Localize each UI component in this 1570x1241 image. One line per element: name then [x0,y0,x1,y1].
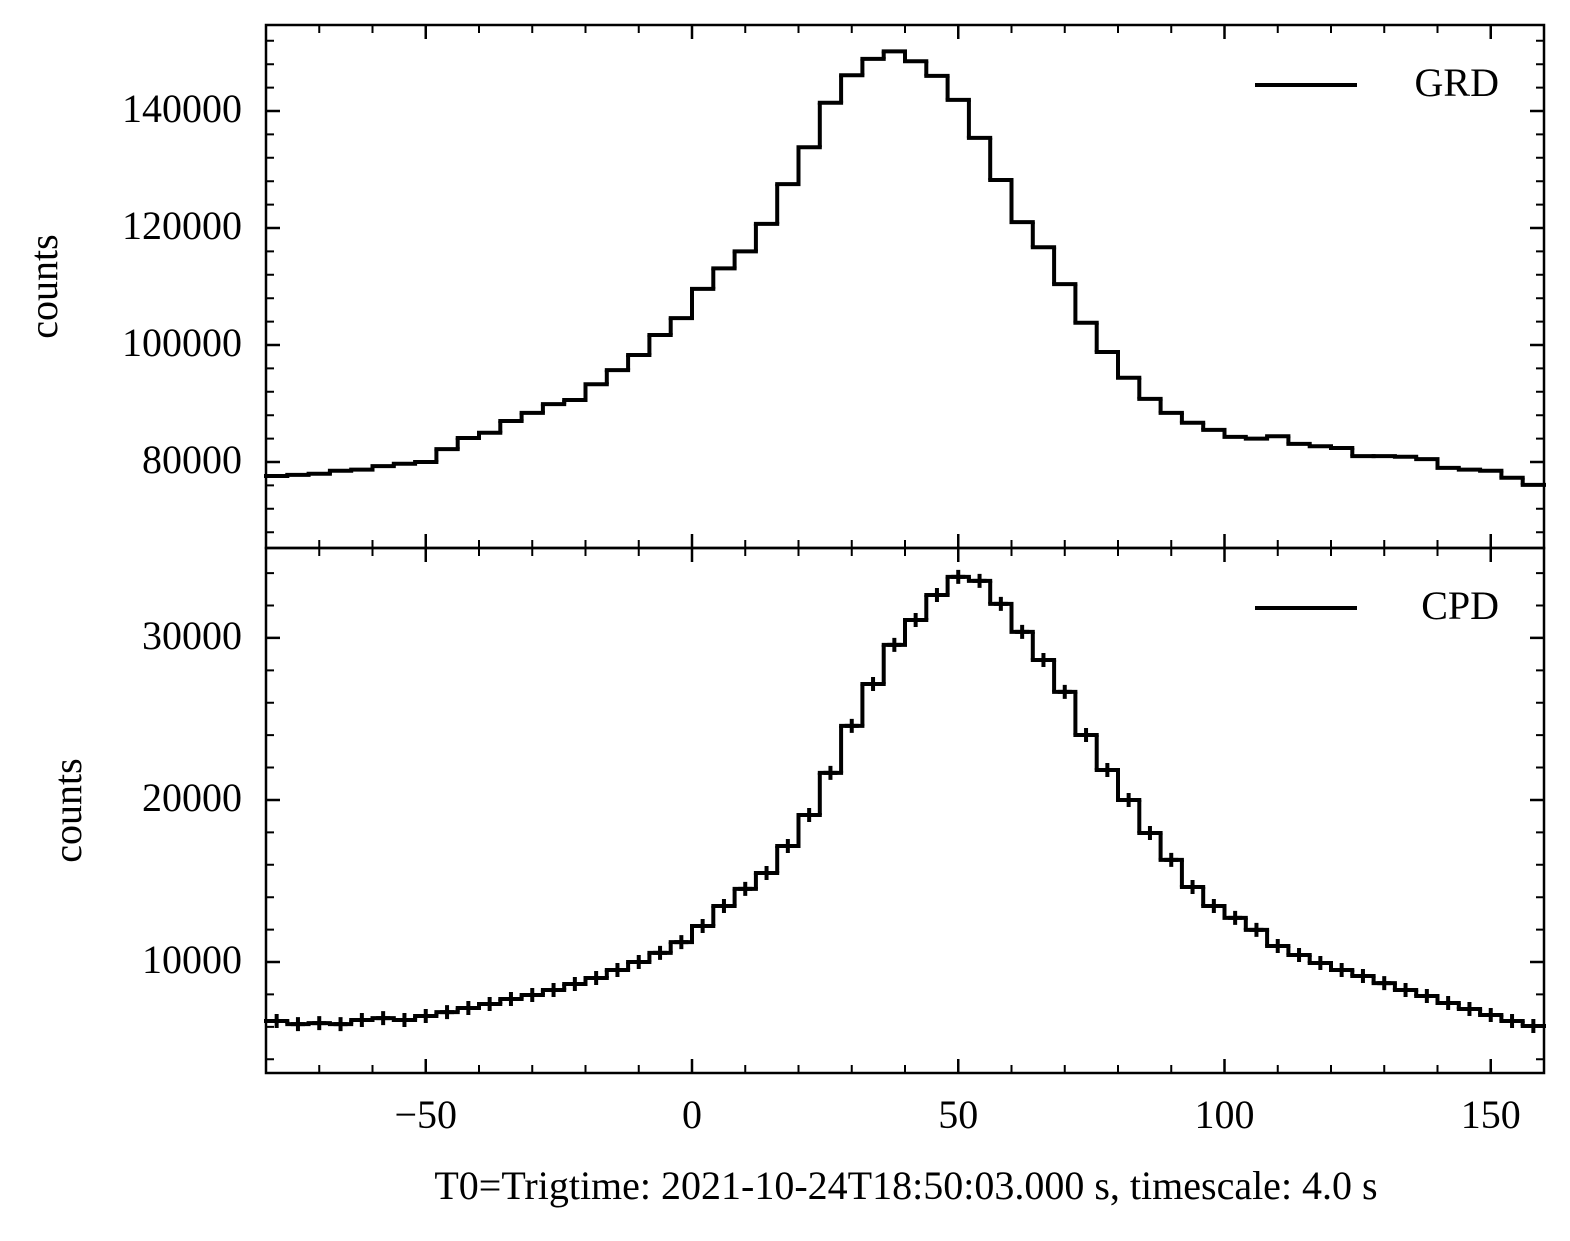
y-tick-label: 20000 [142,775,242,820]
marker [589,971,604,986]
marker [418,1008,433,1023]
marker [1355,968,1370,983]
legend-label: GRD [1415,60,1499,105]
marker [1334,962,1349,977]
marker [610,962,625,977]
marker [1441,996,1456,1010]
marker [333,1017,348,1032]
marker [1142,826,1157,841]
marker [1313,955,1328,970]
marker [887,637,902,652]
x-tick-label: 150 [1461,1092,1521,1137]
marker [759,866,774,881]
marker [482,996,497,1011]
marker [929,587,944,602]
marker [993,596,1008,611]
x-tick-label: 100 [1195,1092,1255,1137]
y-tick-label: 120000 [122,203,242,248]
x-tick-label: −50 [394,1092,457,1137]
marker [1398,983,1413,998]
marker [1505,1013,1520,1028]
marker [780,838,795,853]
y-tick-label: 80000 [142,437,242,482]
marker [631,955,646,970]
marker [1270,938,1285,953]
marker [866,676,881,691]
y-axis-label: counts [21,234,66,338]
marker [525,988,540,1003]
marker [397,1013,412,1028]
plot-frame [264,23,1546,550]
marker [1100,762,1115,777]
legend-label: CPD [1421,583,1499,628]
marker [1036,652,1051,667]
marker [823,765,838,780]
marker [1377,976,1392,991]
marker [1057,684,1072,699]
marker [461,1001,476,1016]
marker [1483,1007,1498,1022]
marker [1206,898,1221,913]
marker [1249,922,1264,937]
marker [1419,989,1434,1004]
marker [546,983,561,998]
y-tick-label: 30000 [142,613,242,658]
marker [908,612,923,627]
x-tick-label: 50 [938,1092,978,1137]
marker [376,1011,391,1026]
marker [951,569,966,584]
y-tick-label: 140000 [122,86,242,131]
marker [290,1017,305,1032]
marker [354,1013,369,1028]
marker [269,1013,284,1028]
y-axis-label: counts [45,758,90,862]
marker [972,573,987,588]
marker [1164,852,1179,867]
marker [440,1005,455,1020]
marker [1079,727,1094,742]
marker [738,881,753,896]
y-tick-label: 100000 [122,320,242,365]
marker [802,808,817,823]
x-tick-label: 0 [682,1092,702,1137]
marker [1185,879,1200,894]
marker [503,991,518,1006]
marker [695,919,710,934]
marker [844,718,859,733]
marker [1462,1002,1477,1016]
marker [674,935,689,950]
marker [1292,948,1307,963]
y-tick-label: 10000 [142,937,242,982]
marker [1015,624,1030,639]
marker [716,898,731,913]
marker [1121,792,1136,807]
marker [1228,910,1243,925]
marker [567,977,582,992]
x-axis-label: T0=Trigtime: 2021-10-24T18:50:03.000 s, … [434,1163,1377,1208]
marker [653,945,668,960]
marker [312,1016,327,1031]
